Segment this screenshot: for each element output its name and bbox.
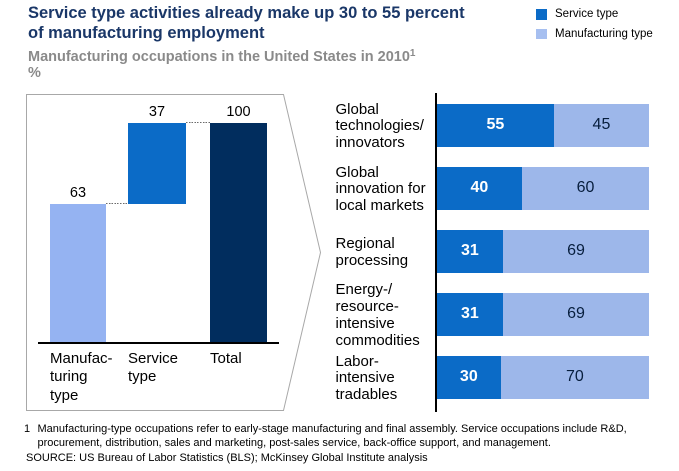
stacked-value-2-manufacturing: 69 [567,242,585,260]
stacked-bar-1-service [437,167,522,211]
waterfall-x-axis [37,341,279,345]
stacked-value-1-service: 40 [470,179,489,197]
stacked-value-3-service: 31 [460,305,479,323]
chart-subtitle: Manufacturing occupations in the United … [28,48,416,67]
stacked-bar-3-manufacturing [502,293,650,337]
stacked-value-4-service: 30 [459,368,478,386]
panel-arrow-shape [26,94,322,411]
stacked-bar-3-service [437,293,503,337]
waterfall-category-label-2: Total [210,350,242,367]
subtitle-text: Manufacturing occupations in the United … [28,49,410,65]
stacked-bar-1-manufacturing [521,167,650,211]
stacked-bar-0-manufacturing [553,104,650,148]
waterfall-value-label-2: 100 [226,103,251,120]
waterfall-bar-1 [128,122,186,204]
chart-legend: Service type Manufacturing type [536,8,653,49]
title-line-1: Service type activities already make up … [28,4,465,22]
footnote: 1 Manufacturing-type occupations refer t… [24,422,634,450]
stacked-category-label-4: Labor- intensive tradables [335,352,398,404]
subtitle-footnote-ref: 1 [409,48,416,59]
legend-item-manufacturing-type: Manufacturing type [536,27,653,49]
legend-swatch [536,28,547,39]
legend-label: Service type [555,8,619,20]
waterfall-connector-0 [106,202,128,205]
legend-label: Manufacturing type [555,27,653,40]
unit-label: % [28,64,41,81]
stacked-category-label-2: Regional processing [335,235,409,269]
footnote-marker: 1 [24,422,31,435]
waterfall-category-label-0: Manufac- turing type [50,350,113,404]
stacked-value-4-manufacturing: 70 [566,368,584,386]
stacked-bar-2-service [437,230,503,274]
stacked-y-axis [435,93,437,412]
page-title: Service type activities already make up … [28,4,465,44]
footnote-text: Manufacturing-type occupations refer to … [37,422,627,449]
waterfall-bar-0 [50,203,106,342]
stacked-value-1-manufacturing: 60 [576,179,595,197]
stacked-bar-4-service [437,356,501,400]
waterfall-category-label-1: Service type [128,350,179,386]
waterfall-connector-1 [186,121,210,123]
stacked-bar-4-manufacturing [500,356,650,400]
waterfall-value-label-1: 37 [148,103,166,120]
stacked-value-0-manufacturing: 45 [592,116,611,134]
stacked-bar-2-manufacturing [502,230,650,274]
waterfall-bar-2 [210,122,267,342]
stacked-value-0-service: 55 [486,116,505,134]
stacked-category-label-3: Energy-/ resource- intensive commodities [335,281,420,349]
stacked-value-3-manufacturing: 69 [567,305,585,323]
stacked-category-label-0: Global technologies/ innovators [335,100,424,152]
stacked-category-label-1: Global innovation for local markets [335,163,426,215]
legend-swatch [536,9,547,20]
legend-item-service-type: Service type [536,8,653,29]
source-line: SOURCE: US Bureau of Labor Statistics (B… [26,451,428,464]
waterfall-value-label-0: 63 [69,184,87,201]
stacked-value-2-service: 31 [460,242,479,260]
title-line-2: of manufacturing employment [28,23,265,42]
stacked-bar-0-service [437,104,554,148]
